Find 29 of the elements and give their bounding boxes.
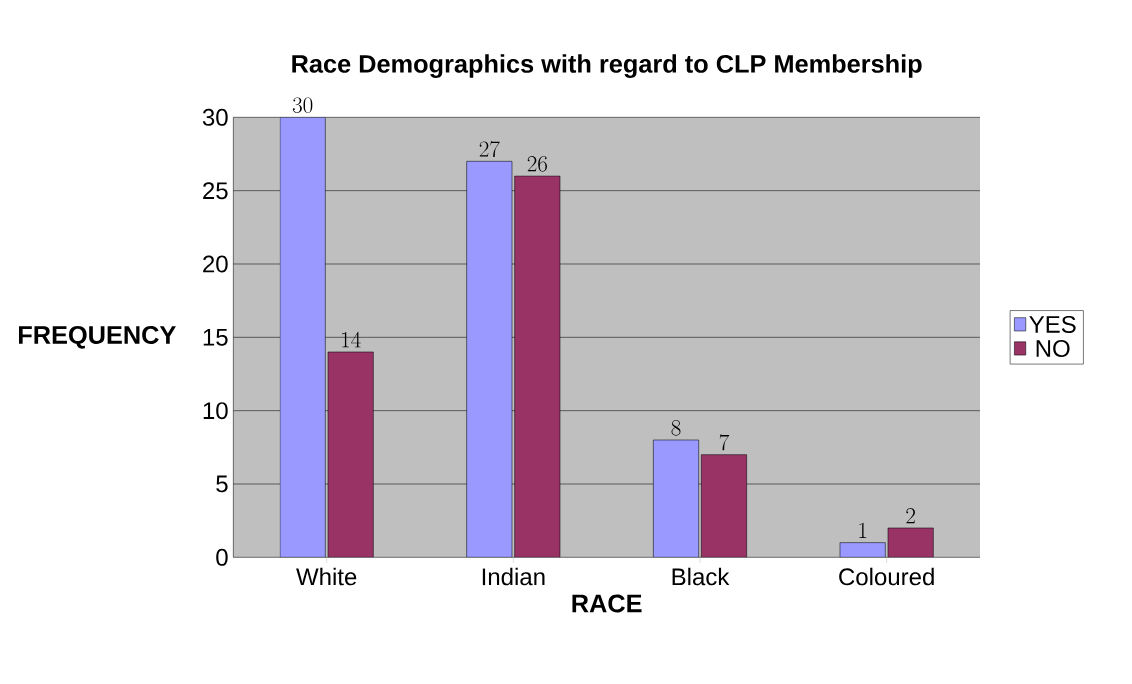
data-label: 27 [479,141,500,157]
data-label: 7 [719,434,730,451]
data-label: 26 [527,156,547,172]
x-tick-label: Indian [482,567,545,586]
bar [514,175,561,558]
bar [327,351,374,558]
y-tick-label: 0 [216,548,228,566]
data-label: 8 [671,420,681,436]
chart-title: Race Demographics with regard to CLP Membership [292,54,922,78]
legend-label: YES [1029,315,1076,333]
data-label: 30 [292,97,313,113]
data-label: 1 [859,522,867,538]
bar [887,527,934,558]
x-axis-title: RACE [572,594,642,613]
x-tick-label: Black [672,567,730,586]
bar [839,542,886,558]
y-tick-label: 15 [203,328,228,346]
y-tick-label: 5 [216,475,228,493]
y-tick-label: 10 [203,402,228,420]
x-tick-label: White [296,567,357,586]
y-axis-title: FREQUENCY [19,325,176,349]
data-label: 14 [342,331,361,348]
y-tick-label: 30 [202,108,228,126]
bar [701,454,747,558]
y-tick-label: 20 [203,255,228,273]
data-label: 2 [906,508,915,524]
legend-label: NO [1036,339,1070,357]
x-tick-label: Coloured [839,567,934,586]
y-tick-label: 25 [203,182,228,200]
